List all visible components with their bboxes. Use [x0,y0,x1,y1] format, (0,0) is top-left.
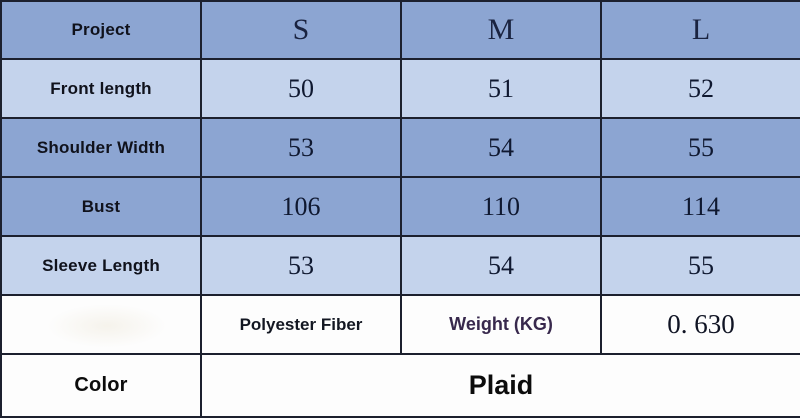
cell-weight-value: 0. 630 [600,294,800,355]
cell-bust-s: 106 [200,176,402,237]
cell-front-length-m: 51 [400,58,602,119]
header-cell-size-l: L [600,0,800,60]
header-cell-size-s: S [200,0,402,60]
row-fabric-weight: Polyester Fiber Weight (KG) 0. 630 [0,294,800,355]
header-row: Project S M L [0,0,800,60]
cell-shoulder-width-s: 53 [200,117,402,178]
row-bust: Bust 106 110 114 [0,176,800,237]
row-label-bust: Bust [0,176,202,237]
header-cell-project: Project [0,0,202,60]
header-cell-size-m: M [400,0,602,60]
cell-weight-label: Weight (KG) [400,294,602,355]
row-label-front-length: Front length [0,58,202,119]
cell-sleeve-length-l: 55 [600,235,800,296]
row-label-sleeve-length: Sleeve Length [0,235,202,296]
cell-front-length-l: 52 [600,58,800,119]
faint-watermark [47,304,167,348]
row-shoulder-width: Shoulder Width 53 54 55 [0,117,800,178]
cell-shoulder-width-l: 55 [600,117,800,178]
cell-material: Polyester Fiber [200,294,402,355]
row-sleeve-length: Sleeve Length 53 54 55 [0,235,800,296]
row-front-length: Front length 50 51 52 [0,58,800,119]
row-label-shoulder-width: Shoulder Width [0,117,202,178]
row-label-color: Color [0,353,202,418]
cell-front-length-s: 50 [200,58,402,119]
cell-fabric-blank [0,294,202,355]
cell-shoulder-width-m: 54 [400,117,602,178]
cell-bust-l: 114 [600,176,800,237]
cell-color-value: Plaid [200,353,800,418]
row-color: Color Plaid [0,353,800,418]
cell-sleeve-length-m: 54 [400,235,602,296]
cell-bust-m: 110 [400,176,602,237]
cell-sleeve-length-s: 53 [200,235,402,296]
